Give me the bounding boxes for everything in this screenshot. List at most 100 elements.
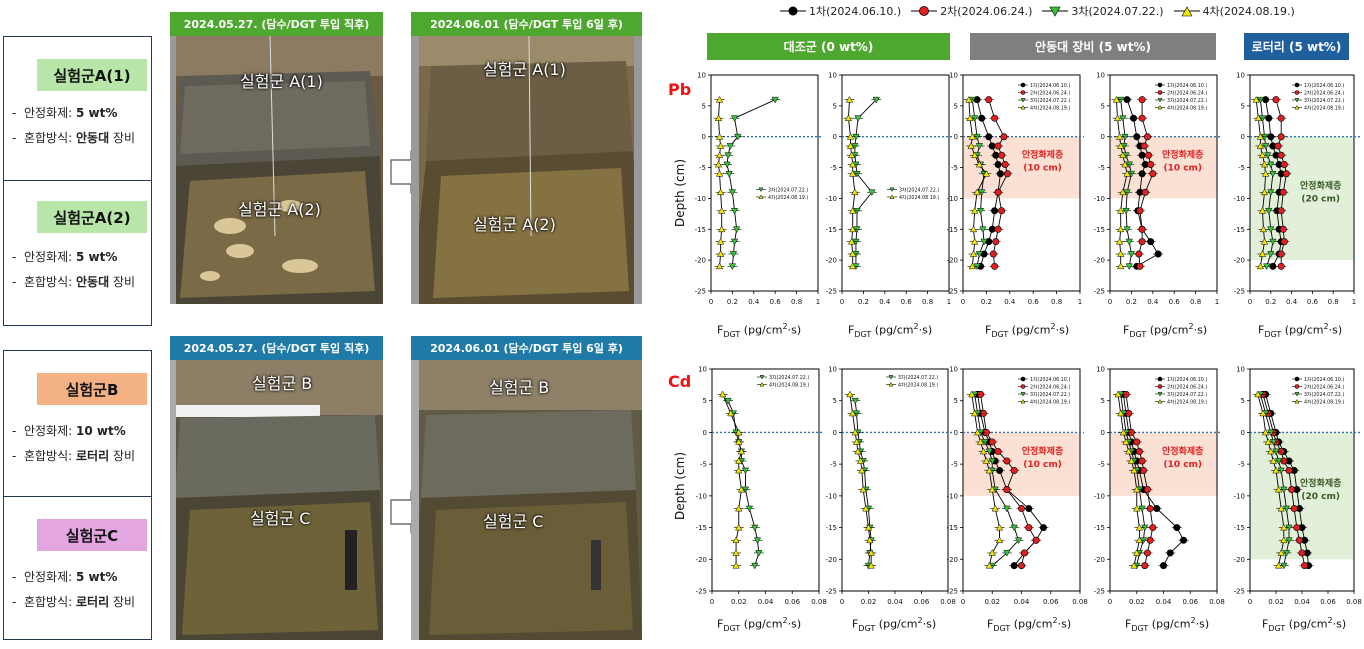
data-point (1130, 561, 1138, 569)
data-point (1138, 457, 1146, 465)
group-c-desc: - 안정화제: 5 wt% - 혼합방식: 로터리 장비 (12, 570, 136, 609)
data-point (759, 375, 765, 380)
stabilizer-layer-title: 안정화제층 (1022, 149, 1063, 161)
photo-header-top-right: 2024.06.01 (담수/DGT 투입 6일 후) (411, 12, 642, 36)
y-tick-label: -20 (1234, 556, 1245, 564)
mini-legend-label: 4차(2024.08.19.) (1167, 399, 1207, 406)
data-point (1277, 114, 1285, 122)
data-point (717, 250, 725, 257)
mini-legend-label: 1차(2024.06.10.) (1167, 82, 1207, 89)
x-tick-label: 0.02 (861, 598, 877, 606)
data-point (1138, 505, 1146, 513)
legend-marker-triangle-up-yellow (1173, 6, 1200, 17)
data-point (741, 486, 750, 494)
data-point (715, 151, 724, 159)
data-point (975, 251, 984, 258)
data-point (1267, 447, 1275, 455)
data-point (971, 151, 979, 159)
data-point (715, 170, 724, 177)
x-tick-label: 0.08 (1346, 598, 1362, 606)
y-tick-label: -25 (1094, 288, 1105, 296)
data-point (866, 536, 874, 544)
data-point (1020, 98, 1026, 103)
x-axis-label: FDGT (pg/cm2·s) (848, 322, 933, 339)
data-point (1180, 536, 1188, 544)
mini-legend-label: 1차(2024.06.10.) (1304, 376, 1344, 383)
stabilizer-layer-title: 안정화제층 (1300, 477, 1341, 489)
tank-label-a2: 실험군 A(2) (238, 200, 321, 219)
data-point (998, 207, 1006, 215)
data-point (1277, 504, 1285, 512)
y-tick-label: -15 (1094, 226, 1105, 234)
data-point (1254, 114, 1262, 122)
data-point (1138, 225, 1146, 233)
data-point (730, 115, 739, 122)
data-point (1256, 262, 1265, 270)
y-tick-label: -10 (1094, 492, 1105, 500)
data-point (851, 428, 859, 436)
x-tick-label: 0.06 (1182, 598, 1198, 606)
data-point (1003, 457, 1011, 465)
data-point (1293, 524, 1301, 532)
x-tick-label: 0.02 (1268, 598, 1284, 606)
data-point (851, 188, 859, 196)
data-point (724, 397, 732, 405)
x-tick-label: 0.08 (1072, 598, 1088, 606)
y-tick-label: -5 (1098, 164, 1105, 172)
mini-legend-label: 3차(2024.07.22.) (1167, 97, 1207, 104)
plot-frame (710, 74, 819, 292)
data-point (735, 438, 743, 445)
data-point (1116, 237, 1124, 245)
x-tick-label: 0.04 (1156, 598, 1172, 606)
legend-label: 4차(2024.08.19.) (1202, 5, 1295, 18)
data-point (851, 397, 859, 405)
y-tick-label: -15 (826, 226, 837, 234)
y-tick-label: -15 (947, 226, 958, 234)
x-tick-label: 0.8 (791, 298, 802, 306)
data-point (1157, 376, 1163, 382)
data-point (1133, 504, 1141, 512)
tank-bc-after-image (411, 360, 642, 640)
group-card-a: 실험군A(1) - 안정화제: 5 wt% - 혼합방식: 안동대 장비 실험군… (3, 36, 152, 326)
data-point (1125, 447, 1133, 455)
data-point (1133, 549, 1141, 556)
data-point (1256, 142, 1265, 149)
data-point (1123, 189, 1131, 196)
data-point (717, 237, 725, 245)
mini-legend-label: 1차(2024.06.10.) (1167, 376, 1207, 383)
y-tick-label: -25 (1234, 588, 1245, 596)
data-point (1114, 390, 1122, 398)
data-point (735, 504, 743, 512)
data-point (971, 115, 979, 122)
y-tick-label: -20 (947, 556, 958, 564)
photo-header-bottom-left: 2024.05.27. (담수/DGT 투입 직후) (170, 336, 383, 360)
y-tick-label: 10 (698, 366, 707, 374)
data-point (1280, 238, 1288, 246)
method-label: 혼합방식: (23, 449, 76, 463)
data-point (994, 225, 1002, 233)
data-point (1260, 160, 1269, 168)
mini-legend-label: 4차(2024.08.19.) (1030, 105, 1070, 112)
data-point (1123, 170, 1131, 177)
data-point (1269, 170, 1277, 178)
y-tick-label: 5 (702, 102, 706, 110)
stabilizer-layer-title: 안정화제층 (1162, 149, 1203, 161)
method-value: 로터리 (76, 449, 110, 463)
data-point (1143, 549, 1151, 557)
method-label: 혼합방식: (23, 131, 76, 145)
tank-label-b: 실험군 B (489, 378, 550, 397)
mini-legend-label: 3차(2024.07.22.) (1030, 391, 1070, 398)
mini-legend-label: 4차(2024.08.19.) (1167, 105, 1207, 112)
y-tick-label: -5 (1098, 461, 1105, 469)
data-point (848, 151, 856, 159)
data-point (849, 262, 857, 270)
legend-marker-triangle-down-green (1042, 6, 1069, 17)
stabilizer-value: 5 wt% (76, 106, 118, 120)
data-point (1294, 98, 1300, 103)
data-point (973, 263, 981, 271)
stabilizer-layer-depth: (10 cm) (1163, 164, 1202, 174)
data-point (1117, 142, 1125, 149)
data-point (1294, 104, 1300, 110)
data-point (1157, 98, 1163, 103)
data-point (1039, 524, 1047, 532)
